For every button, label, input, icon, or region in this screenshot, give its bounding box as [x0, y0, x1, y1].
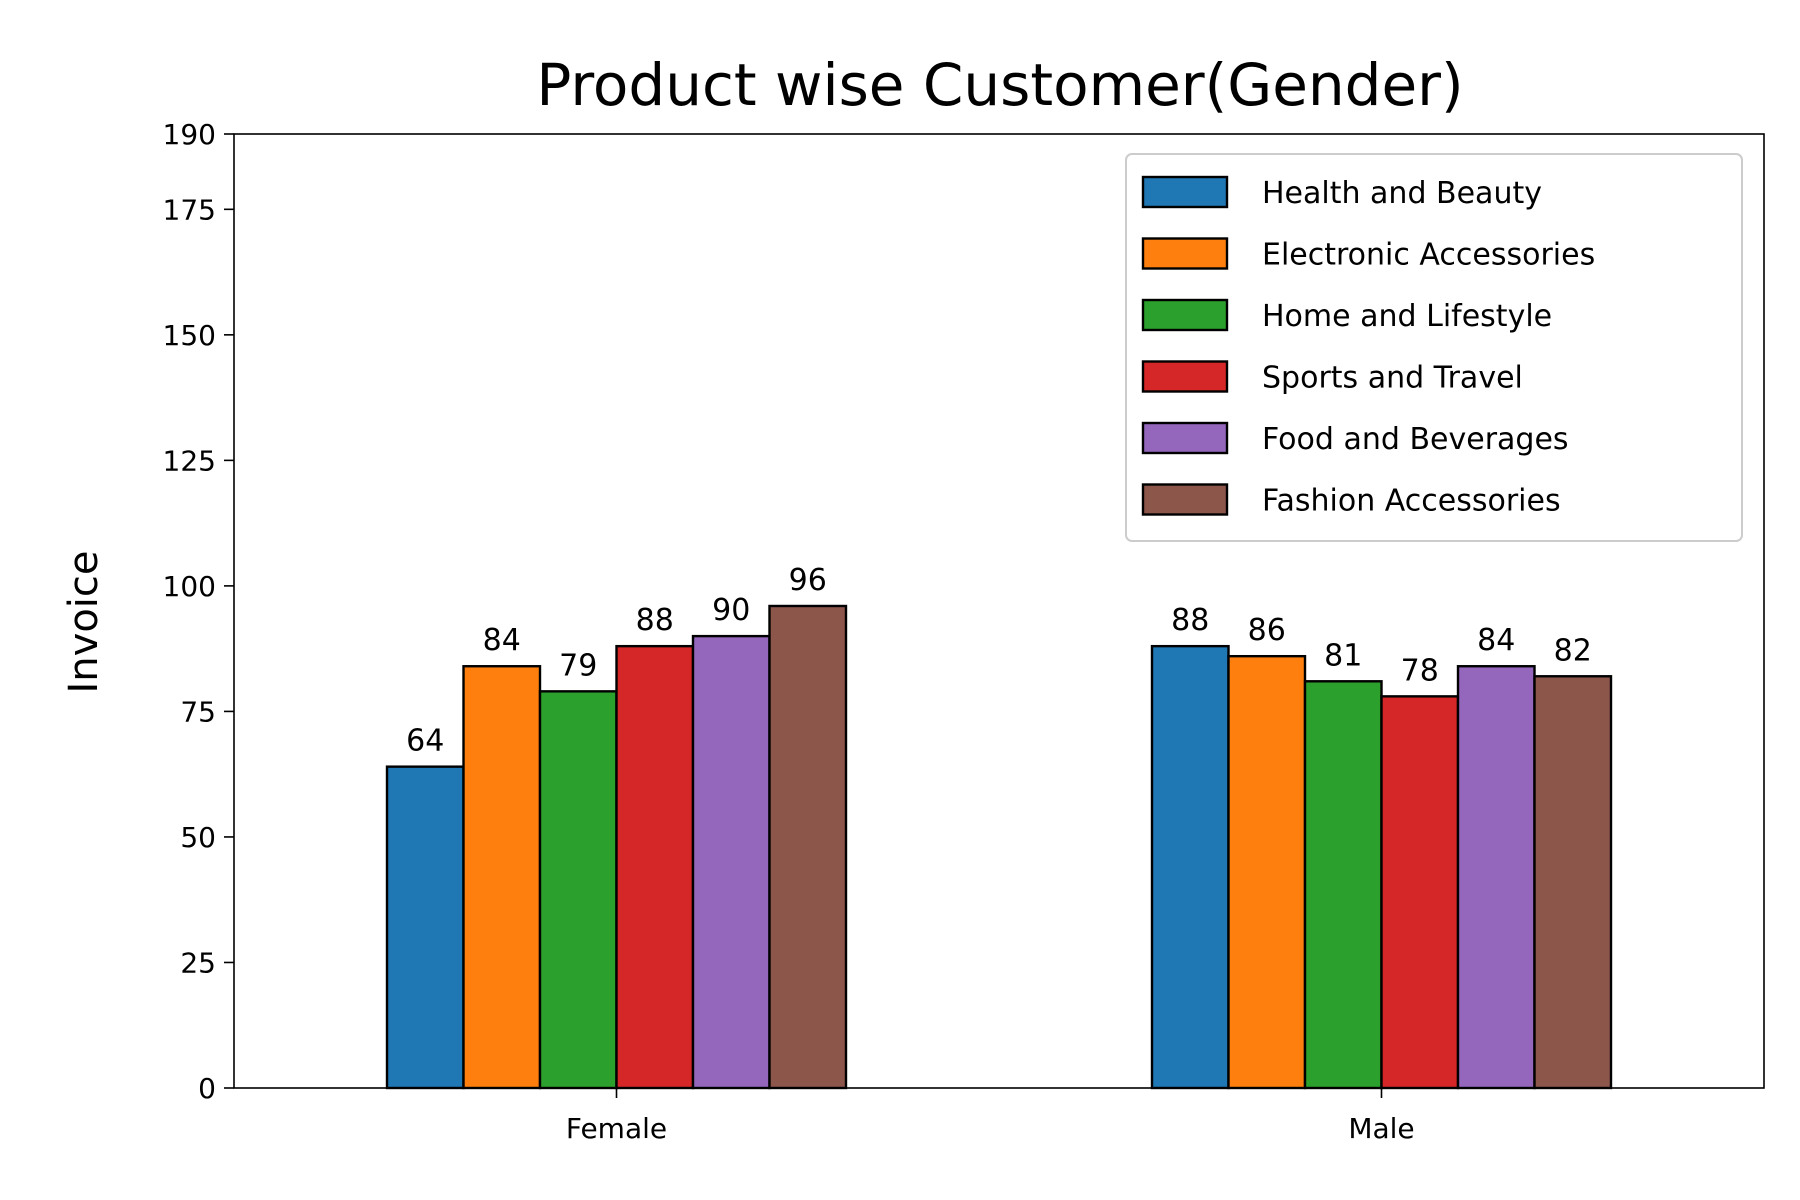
legend-swatch-fashion-accessories — [1141, 483, 1229, 516]
data-label-female-sports-and-travel: 88 — [636, 603, 674, 638]
data-labels-layer: 64 88 84 86 79 81 88 78 90 84 96 82 — [406, 563, 1592, 759]
x-tick-label-female: Female — [566, 1112, 667, 1145]
bar-female-home-and-lifestyle — [538, 690, 618, 1090]
bar-female-sports-and-travel — [615, 644, 695, 1090]
bar-female-fashion-accessories — [768, 604, 848, 1090]
legend-label-sports-and-travel: Sports and Travel — [1262, 361, 1523, 396]
legend-swatch-home-and-lifestyle — [1141, 298, 1229, 332]
y-tick-label-25: 25 — [180, 946, 216, 979]
bar-male-sports-and-travel — [1380, 695, 1460, 1090]
legend-label-food-and-beverages: Food and Beverages — [1262, 422, 1569, 457]
axes-layer: 0 25 50 75 100 125 150 175 190 Female Male — [163, 118, 1765, 1145]
y-tick-label-125: 125 — [163, 444, 216, 477]
bar-female-food-and-beverages — [691, 634, 771, 1090]
legend-label-fashion-accessories: Fashion Accessories — [1262, 484, 1561, 519]
y-axis-label: Invoice — [61, 550, 107, 693]
legend-swatch-health-and-beauty — [1141, 175, 1229, 209]
legend: Health and Beauty Electronic Accessories H… — [1125, 153, 1743, 542]
chart-title: Product wise Customer(Gender) — [536, 51, 1463, 119]
data-label-male-home-and-lifestyle: 81 — [1324, 638, 1362, 673]
y-tick-label-150: 150 — [163, 319, 216, 352]
data-label-male-health-and-beauty: 88 — [1171, 603, 1209, 638]
bar-male-food-and-beverages — [1456, 665, 1536, 1090]
bar-female-health-and-beauty — [385, 765, 465, 1090]
y-tick-label-75: 75 — [180, 695, 216, 728]
bar-female-electronic-accessories — [462, 665, 542, 1090]
bar-male-home-and-lifestyle — [1303, 680, 1383, 1090]
data-label-female-electronic-accessories: 84 — [483, 623, 521, 658]
legend-swatch-sports-and-travel — [1141, 360, 1229, 393]
data-label-male-fashion-accessories: 82 — [1554, 633, 1592, 668]
data-label-male-sports-and-travel: 78 — [1401, 653, 1439, 688]
plot-frame — [233, 133, 1765, 1089]
legend-swatch-food-and-beverages — [1141, 421, 1229, 455]
y-tick-label-190: 190 — [163, 118, 216, 151]
legend-label-home-and-lifestyle: Home and Lifestyle — [1262, 299, 1552, 334]
data-label-male-food-and-beverages: 84 — [1477, 623, 1515, 658]
y-tick-label-100: 100 — [163, 570, 216, 603]
y-tick-label-0: 0 — [198, 1072, 216, 1105]
legend-label-electronic-accessories: Electronic Accessories — [1262, 238, 1595, 273]
legend-label-health-and-beauty: Health and Beauty — [1262, 176, 1542, 211]
data-label-female-food-and-beverages: 90 — [712, 593, 750, 628]
bar-male-electronic-accessories — [1227, 654, 1307, 1090]
data-label-male-electronic-accessories: 86 — [1248, 613, 1286, 648]
legend-swatch-electronic-accessories — [1141, 237, 1229, 270]
bar-male-fashion-accessories — [1533, 675, 1613, 1090]
data-label-female-fashion-accessories: 96 — [789, 563, 827, 598]
bar-male-health-and-beauty — [1150, 644, 1230, 1090]
x-tick-label-male: Male — [1348, 1112, 1414, 1145]
data-label-female-home-and-lifestyle: 79 — [559, 648, 597, 683]
y-tick-label-50: 50 — [180, 821, 216, 854]
bars-layer — [385, 604, 1613, 1090]
legend-box — [1125, 153, 1743, 542]
y-tick-label-175: 175 — [163, 193, 216, 226]
data-label-female-health-and-beauty: 64 — [406, 724, 444, 759]
